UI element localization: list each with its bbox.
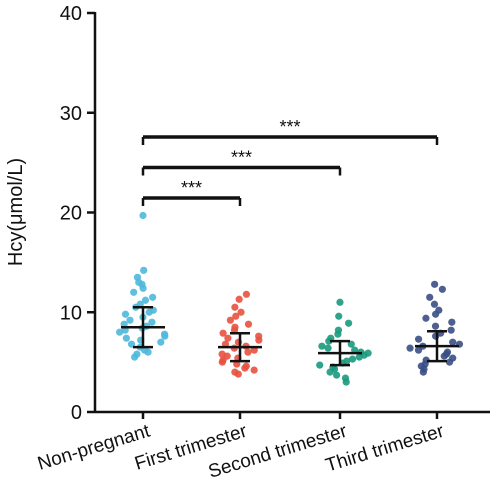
data-point: [161, 332, 169, 340]
data-point: [131, 353, 139, 361]
y-axis-label: Hcy(μmol/L): [5, 158, 27, 266]
data-point: [422, 314, 430, 322]
significance-label: ***: [231, 148, 252, 168]
data-point: [218, 358, 226, 366]
data-point: [140, 266, 148, 274]
data-point: [324, 344, 332, 352]
data-point: [414, 346, 423, 354]
data-point: [447, 326, 455, 334]
y-tick-label: 10: [60, 302, 82, 324]
y-tick-label: 20: [60, 203, 82, 225]
data-point: [355, 353, 363, 361]
data-point: [406, 344, 414, 352]
data-point: [445, 358, 454, 366]
data-point: [250, 366, 258, 374]
data-point: [431, 280, 439, 288]
data-point: [224, 334, 232, 342]
data-point: [449, 338, 457, 346]
data-point: [426, 293, 434, 301]
data-point: [115, 328, 124, 336]
data-point: [148, 318, 156, 326]
data-point: [219, 329, 227, 337]
data-point: [345, 319, 353, 327]
data-point: [231, 303, 239, 311]
data-point: [318, 342, 326, 350]
data-point: [226, 316, 234, 324]
data-point: [419, 368, 427, 376]
y-tick-label: 0: [71, 402, 82, 424]
data-point: [332, 371, 341, 379]
data-point: [235, 295, 243, 303]
y-tick-label: 40: [60, 3, 82, 25]
data-point: [242, 290, 251, 298]
data-point: [244, 320, 253, 328]
data-point: [430, 300, 439, 308]
data-point: [255, 336, 263, 344]
significance-label: ***: [181, 178, 202, 198]
data-point: [440, 352, 448, 360]
data-point: [348, 355, 357, 363]
data-point: [334, 330, 342, 338]
data-point: [130, 288, 138, 296]
data-point: [141, 296, 150, 304]
data-point: [122, 334, 130, 342]
data-point: [145, 308, 153, 316]
data-point: [342, 378, 350, 386]
data-point: [149, 293, 157, 301]
data-point: [316, 361, 324, 369]
significance-label: ***: [279, 117, 300, 137]
data-point: [431, 322, 440, 330]
data-point: [237, 308, 245, 316]
data-point: [438, 285, 446, 293]
data-point: [139, 211, 147, 220]
data-point: [326, 368, 334, 376]
y-tick-label: 30: [60, 103, 82, 125]
data-point: [126, 316, 134, 324]
data-point: [241, 364, 249, 372]
data-point: [121, 310, 130, 318]
data-point: [325, 337, 333, 345]
data-point: [139, 284, 147, 292]
data-point: [144, 348, 152, 356]
data-point: [414, 335, 423, 343]
data-point: [234, 370, 242, 378]
data-point: [448, 318, 456, 326]
data-point: [336, 298, 344, 306]
data-point: [335, 312, 343, 320]
data-point: [244, 348, 252, 356]
data-point: [232, 312, 240, 320]
data-point: [431, 310, 440, 318]
data-point: [157, 338, 165, 346]
